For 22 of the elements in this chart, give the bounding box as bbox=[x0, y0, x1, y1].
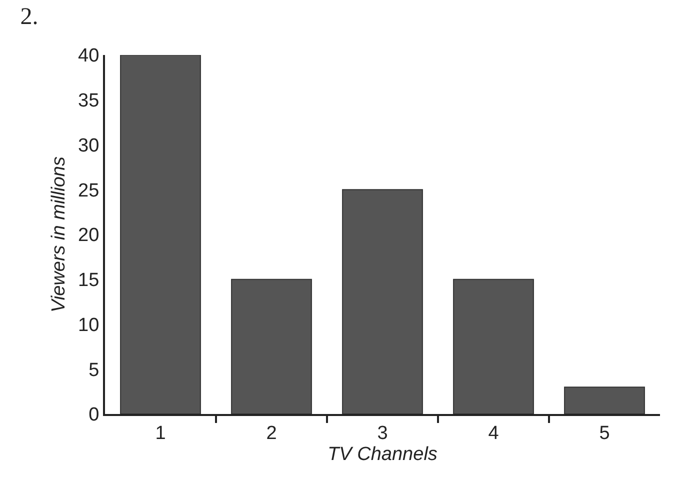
bar bbox=[453, 278, 534, 414]
bar bbox=[564, 386, 645, 414]
bar bbox=[120, 55, 201, 414]
y-tick-label: 10 bbox=[78, 314, 100, 336]
y-tick-label: 25 bbox=[78, 180, 100, 202]
y-tick-label: 15 bbox=[78, 270, 100, 292]
x-axis-title: TV Channels bbox=[328, 444, 438, 466]
y-tick-label: 0 bbox=[88, 404, 100, 426]
chart-title: 2. bbox=[20, 4, 38, 30]
y-tick-label: 35 bbox=[78, 90, 100, 112]
x-tick-label: 1 bbox=[155, 422, 166, 444]
y-tick-label: 30 bbox=[78, 135, 100, 156]
x-tick-label: 3 bbox=[377, 422, 388, 444]
bar bbox=[342, 189, 423, 414]
x-tick-label: 5 bbox=[599, 422, 610, 444]
x-tick-label: 4 bbox=[488, 422, 500, 444]
y-tick-label: 40 bbox=[78, 46, 100, 67]
y-axis-title: Viewers in millions bbox=[48, 156, 70, 312]
bar bbox=[231, 278, 312, 414]
x-tick-label: 2 bbox=[266, 422, 277, 444]
y-tick-label: 20 bbox=[78, 225, 100, 246]
y-tick-label: 5 bbox=[88, 360, 100, 381]
